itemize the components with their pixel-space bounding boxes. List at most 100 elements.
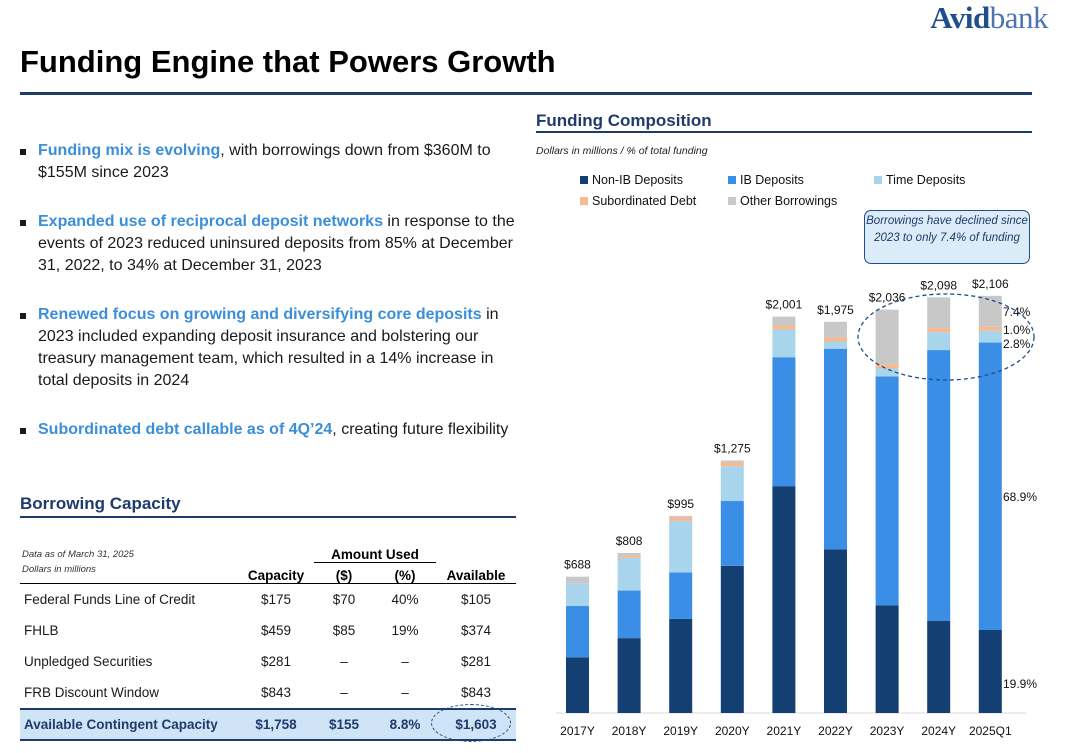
bar-segment-ib-deposits-2018Y (617, 590, 641, 639)
table-row: Federal Funds Line of Credit $175 $70 40% $1… (24, 592, 492, 607)
x-tick-label-2020Y: 2020Y (715, 724, 750, 738)
share-annotation-3: 68.9% (1003, 490, 1037, 504)
bar-segment-non-ib-deposits-2025Q1 (978, 629, 1002, 713)
funding-composition-rule (536, 131, 1032, 133)
table-row: FHLB $459 $85 19% $374 (24, 623, 492, 638)
bar-segment-ib-deposits-2024Y (927, 350, 951, 621)
bar-segment-subordinated-debt-2024Y (927, 328, 951, 333)
dollars-header: ($) (314, 562, 374, 584)
amount-used-header: Amount Used (314, 542, 436, 563)
bar-segment-non-ib-deposits-2020Y (720, 565, 744, 713)
legend-swatch (728, 197, 736, 205)
borrowing-capacity-title: Borrowing Capacity (20, 494, 181, 513)
bar-segment-time-deposits-2024Y (927, 332, 951, 351)
bar-segment-other-borrowings-2025Q1 (978, 295, 1002, 327)
share-annotation-4: 19.9% (1003, 677, 1037, 691)
total-label-2020Y: $1,275 (714, 441, 751, 455)
x-tick-label-2025Q1: 2025Q1 (969, 724, 1012, 738)
bar-segment-time-deposits-2021Y (772, 329, 796, 358)
bar-segment-time-deposits-2023Y (875, 368, 899, 377)
available-header: Available (436, 562, 516, 584)
bar-segment-ib-deposits-2020Y (720, 501, 744, 566)
bar-segment-other-borrowings-2018Y (617, 552, 641, 556)
borrowings-highlight-ellipse (857, 293, 1035, 381)
x-tick-label-2021Y: 2021Y (767, 724, 802, 738)
legend-non-ib-deposits: Non-IB Deposits (580, 173, 683, 187)
bar-segment-subordinated-debt-2019Y (669, 516, 693, 521)
bar-segment-subordinated-debt-2022Y (824, 337, 847, 342)
bar-segment-subordinated-debt-2021Y (772, 325, 796, 330)
share-annotation-1: 1.0% (1003, 323, 1031, 337)
bar-segment-non-ib-deposits-2019Y (669, 618, 693, 713)
bullet-subordinated-debt: Subordinated debt callable as of 4Q’24, … (20, 419, 520, 441)
share-annotation-0: 7.4% (1003, 305, 1031, 319)
available-total-highlight-circle (431, 704, 511, 742)
x-tick-label-2019Y: 2019Y (663, 724, 698, 738)
bar-segment-time-deposits-2018Y (617, 557, 641, 591)
total-label-2017Y: $688 (564, 558, 591, 572)
bar-segment-ib-deposits-2021Y (772, 357, 796, 487)
bar-segment-ib-deposits-2017Y (566, 606, 589, 658)
bar-segment-time-deposits-2025Q1 (978, 330, 1002, 343)
legend-swatch (874, 176, 882, 184)
bar-segment-other-borrowings-2019Y (669, 515, 693, 517)
avidbank-logo: Avidbank (930, 0, 1048, 35)
bar-segment-ib-deposits-2025Q1 (978, 342, 1002, 630)
total-label-2021Y: $2,001 (766, 298, 803, 312)
legend-swatch (728, 176, 736, 184)
x-tick-label-2017Y: 2017Y (560, 724, 595, 738)
x-tick-label-2024Y: 2024Y (921, 724, 956, 738)
table-row: FRB Discount Window $843– – $843 (24, 685, 492, 700)
bar-segment-ib-deposits-2019Y (669, 572, 693, 619)
bar-segment-non-ib-deposits-2022Y (824, 549, 847, 713)
bar-segment-subordinated-debt-2025Q1 (978, 326, 1002, 331)
funding-composition-title: Funding Composition (536, 111, 712, 130)
bar-segment-other-borrowings-2017Y (566, 576, 589, 584)
title-divider (20, 92, 1032, 95)
bar-segment-ib-deposits-2022Y (824, 348, 847, 550)
total-label-2019Y: $995 (667, 497, 694, 511)
borrowing-meta-date: Data as of March 31, 2025 (22, 549, 134, 560)
bar-segment-time-deposits-2017Y (566, 583, 589, 607)
bar-segment-subordinated-debt-2020Y (720, 462, 744, 467)
bar-segment-non-ib-deposits-2018Y (617, 638, 641, 713)
percent-header: (%) (374, 562, 436, 584)
bar-segment-other-borrowings-2022Y (824, 321, 847, 338)
borrowing-capacity-rule (20, 516, 516, 518)
bullet-reciprocal-deposits: Expanded use of reciprocal deposit netwo… (20, 211, 520, 277)
legend-swatch (580, 176, 588, 184)
total-label-2025Q1: $2,106 (972, 277, 1009, 291)
x-tick-label-2022Y: 2022Y (818, 724, 853, 738)
bar-segment-other-borrowings-2024Y (927, 297, 951, 329)
x-tick-label-2018Y: 2018Y (612, 724, 647, 738)
bar-segment-non-ib-deposits-2021Y (772, 486, 796, 713)
legend-other-borrowings: Other Borrowings (728, 194, 837, 208)
key-points-list: Funding mix is evolving, with borrowings… (20, 140, 520, 468)
bar-segment-time-deposits-2020Y (720, 466, 744, 502)
total-label-2018Y: $808 (616, 534, 643, 548)
bar-segment-ib-deposits-2023Y (875, 376, 899, 606)
capacity-header: Capacity (238, 562, 314, 584)
bar-segment-other-borrowings-2021Y (772, 316, 796, 326)
page-title: Funding Engine that Powers Growth (20, 44, 556, 79)
bar-segment-other-borrowings-2023Y (875, 309, 899, 365)
bar-segment-non-ib-deposits-2023Y (875, 605, 899, 713)
bar-segment-non-ib-deposits-2017Y (566, 657, 589, 713)
total-label-2022Y: $1,975 (817, 303, 854, 317)
share-annotation-2: 2.8% (1003, 337, 1031, 351)
legend-time-deposits: Time Deposits (874, 173, 965, 187)
legend-ib-deposits: IB Deposits (728, 173, 804, 187)
bullet-funding-mix: Funding mix is evolving, with borrowings… (20, 140, 520, 184)
x-tick-label-2023Y: 2023Y (870, 724, 905, 738)
legend-swatch (580, 197, 588, 205)
bar-segment-time-deposits-2019Y (669, 520, 693, 573)
total-label-2023Y: $2,036 (869, 291, 906, 305)
bar-segment-subordinated-debt-2018Y (617, 555, 641, 558)
legend-subordinated-debt: Subordinated Debt (580, 194, 696, 208)
table-row: Unpledged Securities $281– – $281 (24, 654, 492, 669)
borrowings-callout: Borrowings have declined since 2023 to o… (864, 210, 1030, 264)
bar-segment-subordinated-debt-2023Y (875, 364, 899, 369)
total-label-2024Y: $2,098 (920, 278, 957, 292)
funding-composition-subtitle: Dollars in millions / % of total funding (536, 145, 708, 157)
